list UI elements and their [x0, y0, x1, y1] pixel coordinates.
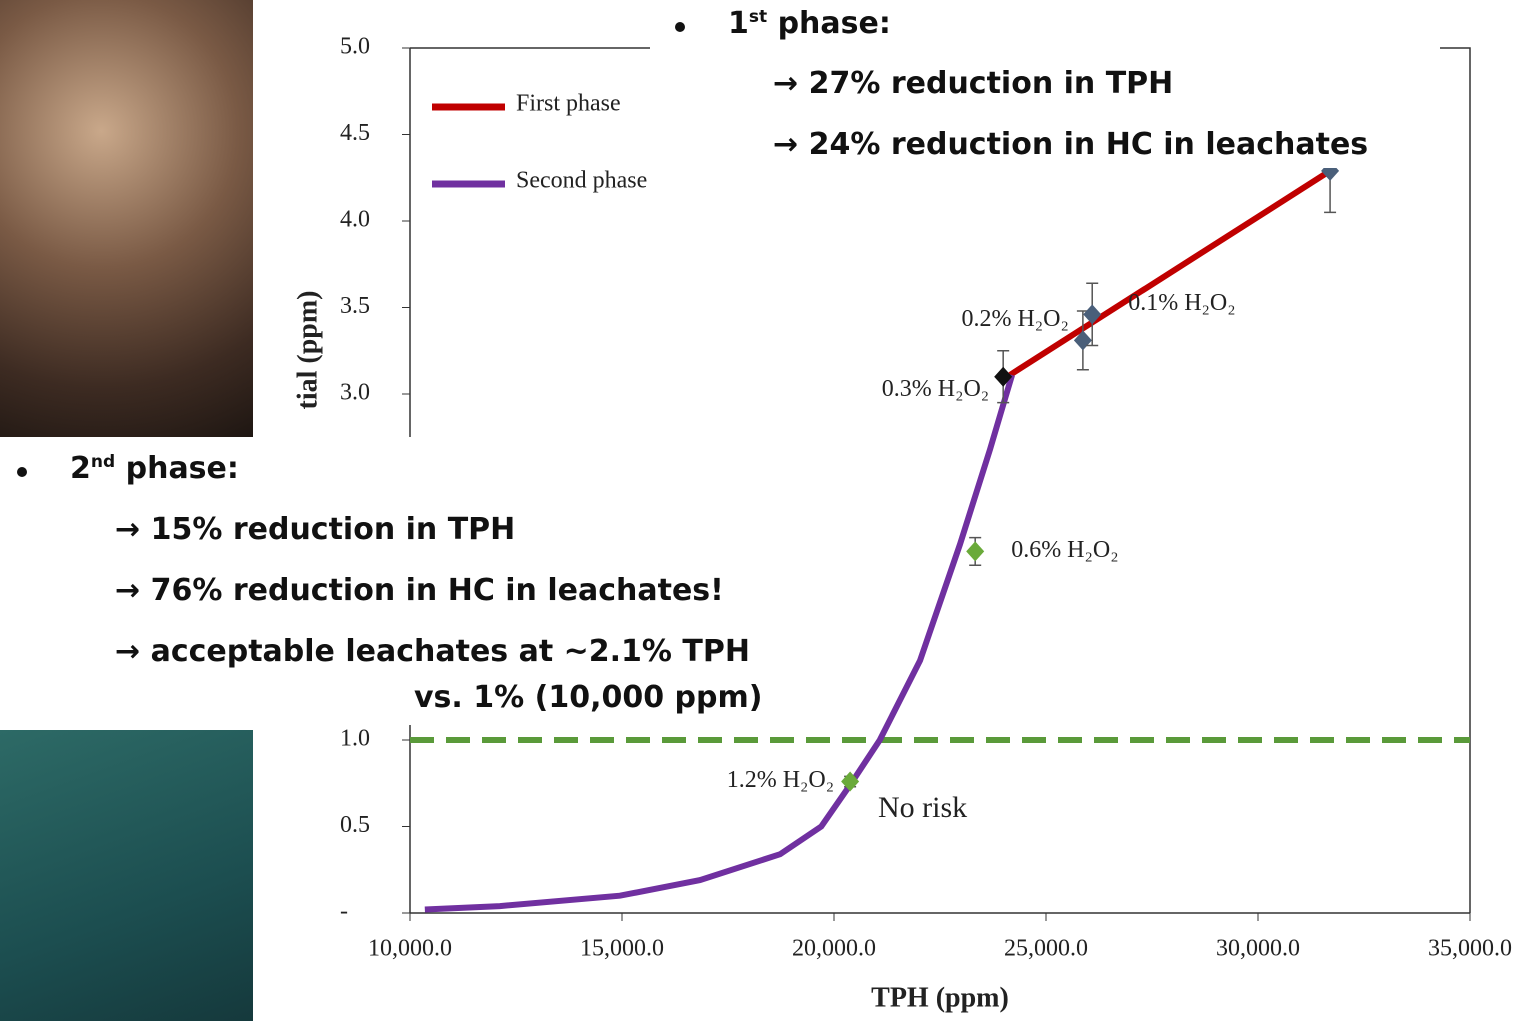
y-tick-label: 3.0 — [340, 380, 370, 406]
y-tick-label: - — [340, 899, 348, 925]
point-label: 0.3% H₂O₂ — [882, 376, 989, 402]
bullet-head: 2nd phase: — [70, 451, 239, 486]
bullet-item: → 27% reduction in TPH — [773, 66, 1174, 101]
y-tick-label: 4.0 — [340, 207, 370, 233]
legend-label: Second phase — [516, 168, 647, 194]
series-line — [1008, 168, 1332, 378]
marker — [1083, 304, 1102, 325]
x-tick-label: 25,000.0 — [1004, 936, 1088, 962]
bullet-text: phase: — [777, 6, 891, 41]
bullet — [17, 467, 27, 477]
bullet-item: → acceptable leachates at ~2.1% TPH — [115, 634, 750, 669]
bullet-num: 2 — [70, 451, 91, 486]
x-axis-label: TPH (ppm) — [871, 982, 1009, 1013]
y-tick-label: 4.5 — [340, 120, 370, 146]
bullet-box-2: 2nd phase: → 15% reduction in TPH → 76% … — [0, 437, 810, 725]
bullet-sup: st — [748, 7, 768, 27]
y-tick-label: 3.5 — [340, 293, 370, 319]
point-label: 0.2% H₂O₂ — [961, 306, 1068, 332]
point-label: 0.1% H₂O₂ — [1128, 290, 1235, 316]
x-tick-label: 20,000.0 — [792, 936, 876, 962]
x-tick-label: 15,000.0 — [580, 936, 664, 962]
bullet-item: vs. 1% (10,000 ppm) — [414, 680, 763, 715]
bullet-head: 1st phase: — [728, 6, 891, 41]
bullet-num: 1 — [728, 6, 749, 41]
y-tick-label: 1.0 — [340, 726, 370, 752]
bullet — [675, 22, 685, 32]
bullet-text: phase: — [125, 451, 239, 486]
y-tick-label: 0.5 — [340, 812, 370, 838]
x-tick-label: 10,000.0 — [368, 936, 452, 962]
bullet-item: → 15% reduction in TPH — [115, 512, 516, 547]
bullet-item: → 76% reduction in HC in leachates! — [115, 573, 724, 608]
photo-top — [0, 0, 253, 437]
point-label: 1.2% H₂O₂ — [727, 767, 834, 793]
y-axis-label: tial (ppm) — [292, 291, 323, 410]
x-tick-label: 35,000.0 — [1428, 936, 1512, 962]
bullet-box-1: 1st phase: → 27% reduction in TPH → 24% … — [650, 0, 1440, 168]
annotation: No risk — [878, 791, 967, 824]
y-tick-label: 5.0 — [340, 34, 370, 60]
marker — [841, 771, 860, 792]
point-label: 0.6% H₂O₂ — [1011, 537, 1118, 563]
bullet-sup: nd — [90, 452, 116, 472]
marker — [994, 366, 1013, 387]
x-tick-label: 30,000.0 — [1216, 936, 1300, 962]
photo-bottom — [0, 730, 253, 1021]
marker — [966, 541, 985, 562]
legend-label: First phase — [516, 91, 621, 117]
bullet-item: → 24% reduction in HC in leachates — [773, 127, 1369, 162]
